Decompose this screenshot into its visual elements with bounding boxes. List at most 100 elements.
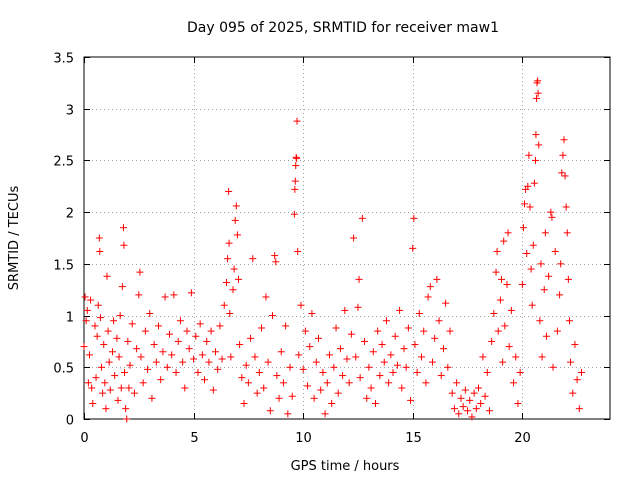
data-point: [198, 351, 206, 359]
data-point: [387, 351, 395, 359]
data-point: [402, 363, 410, 371]
data-point: [277, 348, 285, 356]
data-point: [475, 384, 482, 392]
data-point: [249, 255, 257, 263]
data-point: [347, 330, 355, 338]
data-point: [238, 374, 246, 382]
data-point: [504, 229, 512, 237]
data-point: [501, 322, 509, 330]
data-point: [325, 351, 333, 359]
data-point: [524, 182, 532, 190]
data-point: [99, 389, 107, 397]
data-point: [410, 214, 418, 222]
data-point: [535, 141, 543, 149]
y-tick-label: 3.5: [53, 52, 74, 67]
data-point: [226, 310, 234, 318]
data-point: [521, 200, 529, 208]
data-point: [354, 303, 362, 311]
data-point: [545, 272, 553, 280]
data-point: [295, 351, 303, 359]
data-point: [446, 327, 454, 335]
data-point: [235, 275, 243, 283]
data-point: [271, 252, 279, 260]
data-point: [96, 314, 104, 322]
data-point: [453, 379, 461, 387]
data-point: [290, 210, 298, 218]
data-point: [185, 345, 193, 353]
data-point: [192, 332, 200, 340]
data-point: [556, 291, 564, 299]
data-point: [253, 389, 261, 397]
data-point: [101, 379, 109, 387]
data-point: [266, 407, 274, 415]
x-tick-labels: 0 5 10 15 20: [80, 431, 530, 446]
data-point: [196, 320, 204, 328]
data-point: [468, 413, 476, 421]
data-point: [532, 131, 540, 139]
data-point: [507, 306, 515, 314]
data-point: [172, 368, 180, 376]
y-tick-label: 2: [66, 207, 74, 222]
data-point: [98, 363, 106, 371]
data-point: [527, 265, 535, 273]
data-point: [439, 345, 447, 353]
data-point: [229, 286, 237, 294]
data-point: [279, 379, 287, 387]
data-point: [538, 353, 546, 361]
data-point: [334, 389, 342, 397]
y-axis-label: SRMTID / TECUs: [7, 186, 22, 291]
data-point: [291, 177, 299, 185]
data-point: [505, 343, 513, 351]
y-tick-label: 0.5: [53, 362, 74, 377]
data-point: [306, 343, 314, 351]
data-point: [547, 208, 555, 216]
data-point: [272, 258, 280, 266]
data-point: [409, 244, 417, 252]
data-point: [205, 358, 213, 366]
data-point: [560, 136, 568, 144]
data-point: [323, 379, 331, 387]
data-point: [565, 317, 573, 325]
data-point: [203, 337, 211, 345]
data-point: [490, 310, 498, 318]
data-point: [343, 355, 351, 363]
grid-lines: [84, 57, 610, 419]
chart-title: Day 095 of 2025, SRMTID for receiver maw…: [187, 20, 499, 36]
data-point: [183, 327, 191, 335]
data-point: [114, 396, 122, 404]
data-point: [526, 203, 534, 211]
data-point: [481, 392, 489, 400]
data-point: [365, 363, 373, 371]
data-point: [286, 363, 294, 371]
x-tick-label: 0: [80, 431, 88, 446]
data-point: [102, 405, 110, 413]
data-point: [212, 348, 219, 356]
data-point: [84, 379, 92, 387]
data-point: [519, 224, 527, 232]
data-point: [297, 301, 305, 309]
data-point: [411, 341, 419, 349]
data-point: [106, 386, 114, 394]
data-point: [136, 268, 144, 276]
data-point: [332, 324, 340, 332]
data-point: [355, 275, 363, 283]
data-point: [363, 394, 371, 402]
data-point: [516, 368, 524, 376]
data-point: [358, 214, 366, 222]
data-point: [496, 296, 504, 304]
data-point: [137, 353, 145, 361]
data-point: [418, 353, 426, 361]
data-point: [308, 310, 316, 318]
data-point: [207, 327, 215, 335]
data-point: [139, 379, 147, 387]
data-point: [345, 379, 353, 387]
data-point: [398, 384, 406, 392]
data-point: [179, 358, 187, 366]
data-point: [499, 358, 507, 366]
data-point: [95, 234, 103, 242]
data-point: [244, 379, 252, 387]
data-point: [428, 358, 436, 366]
data-point: [165, 330, 173, 338]
data-point: [378, 341, 386, 349]
